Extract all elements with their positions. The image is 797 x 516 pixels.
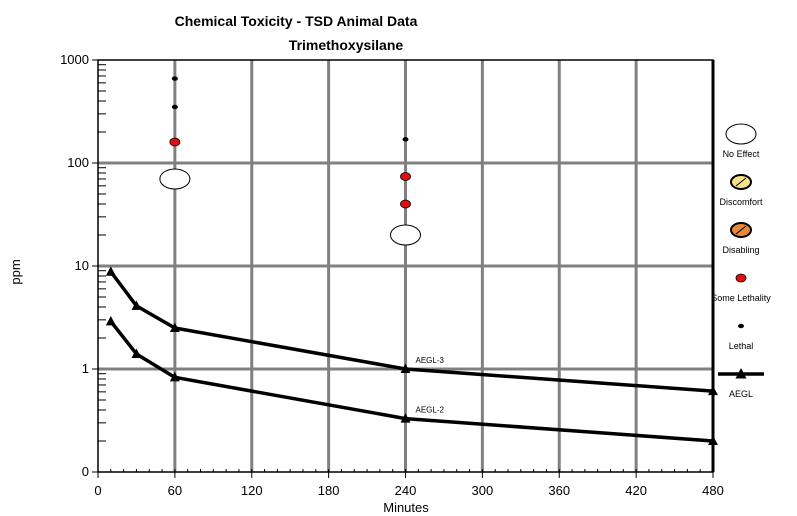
legend-discomfort-marker-hatch	[735, 177, 747, 187]
x-tick-label: 0	[94, 483, 101, 498]
point-no-effect	[159, 168, 191, 190]
y-tick-label: 1	[82, 361, 89, 376]
y-axis-label: ppm	[8, 259, 23, 284]
legend-no-effect-label: No Effect	[723, 149, 760, 159]
x-tick-label: 360	[548, 483, 570, 498]
legend-disabling-marker-hatch	[735, 225, 747, 235]
x-axis-label: Minutes	[383, 500, 429, 515]
legend-lethal-marker	[738, 323, 744, 329]
legend-no-effect-marker	[725, 123, 757, 145]
x-tick-label: 180	[318, 483, 340, 498]
point-lethal	[402, 137, 409, 142]
point-some-lethality	[169, 137, 181, 147]
aegl-series: AEGL-3 AEGL-2	[105, 266, 718, 446]
legend-aegl-marker	[735, 368, 747, 379]
legend-some-lethality-marker	[735, 273, 747, 283]
series-marker	[400, 413, 411, 423]
chart-title: Chemical Toxicity - TSD Animal Data	[175, 13, 418, 29]
series-marker	[169, 322, 180, 333]
series-marker	[708, 385, 718, 396]
series-marker	[169, 371, 180, 382]
x-tick-label: 480	[702, 483, 724, 498]
series-marker	[131, 348, 142, 358]
point-lethal	[171, 104, 178, 110]
chart-subtitle: Trimethoxysilane	[289, 37, 404, 53]
legend-aegl-label: AEGL	[729, 389, 753, 399]
series-line-aegl-2	[109, 320, 714, 443]
series-marker	[131, 300, 142, 310]
y-tick-label: 0	[82, 464, 89, 479]
x-tick-label: 420	[625, 483, 647, 498]
series-marker	[105, 266, 116, 276]
y-tick-label: 10	[75, 258, 89, 273]
point-some-lethality	[400, 172, 411, 181]
y-tick-label: 100	[67, 155, 89, 170]
legend-disabling-label: Disabling	[722, 245, 759, 255]
grid-lines	[98, 60, 713, 472]
point-lethal	[171, 76, 178, 81]
data-points	[159, 76, 421, 246]
series-label: AEGL-3	[416, 356, 445, 365]
legend-some-lethality-label: Some Lethality	[711, 293, 771, 303]
legend: No Effect Discomfort Disabling Some Lethali…	[711, 123, 771, 399]
series-marker	[400, 363, 411, 374]
x-tick-label: 300	[472, 483, 494, 498]
point-no-effect	[390, 224, 421, 246]
series-line-aegl-3	[109, 270, 714, 393]
y-axis-ticks: 0 1 10 100 1000	[60, 52, 98, 479]
legend-lethal-label: Lethal	[729, 341, 754, 351]
series-marker	[708, 435, 718, 446]
x-axis-ticks: 0 60 120 180 240 300 360 420 480	[94, 472, 724, 498]
series-marker	[105, 315, 116, 326]
legend-discomfort-label: Discomfort	[719, 197, 763, 207]
series-label: AEGL-2	[416, 406, 445, 415]
x-tick-label: 120	[241, 483, 263, 498]
y-tick-label: 1000	[60, 52, 89, 67]
point-some-lethality	[400, 199, 411, 209]
x-tick-label: 60	[168, 483, 182, 498]
x-tick-label: 240	[395, 483, 417, 498]
